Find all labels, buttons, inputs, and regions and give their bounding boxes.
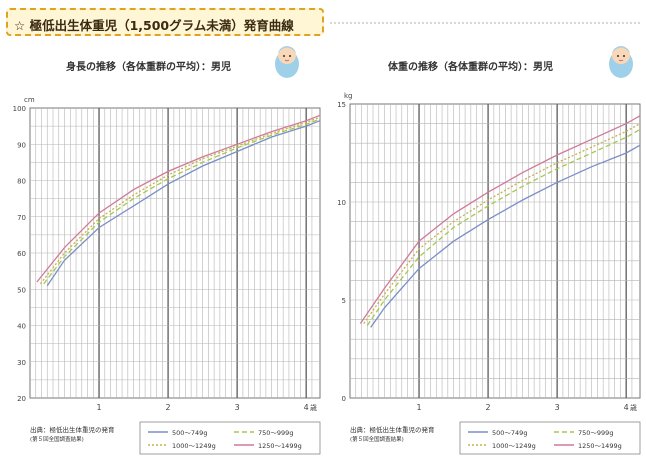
y-tick-label: 10 [337, 199, 346, 207]
y-tick-label: 15 [337, 101, 346, 109]
y-tick-label: 30 [17, 359, 26, 367]
x-tick-label: 3 [235, 403, 240, 412]
y-tick-label: 70 [17, 214, 26, 222]
chart-0: 20 30 40 50 60 70 80 90 100 1 2 3 4 cm 歳出典：極低出生体重児の発育(… [13, 96, 320, 454]
x-tick-label: 1 [97, 403, 102, 412]
x-tick-label: 2 [486, 403, 491, 412]
legend-note: 出典：極低出生体重児の発育 [350, 425, 435, 434]
x-tick-label: 1 [417, 403, 422, 412]
x-tick-label: 2 [166, 403, 171, 412]
legend-note: (第５回全国調査結果) [30, 435, 84, 443]
legend-label: 750〜999g [258, 429, 293, 437]
chart-1: 0 5 10 15 1 2 3 4 kg 歳出典：極低出生体重児の発育(第５回全国調査結果) 500… [337, 92, 640, 454]
y-tick-label: 90 [17, 141, 26, 149]
legend-label: 500〜749g [172, 429, 207, 437]
legend-label: 1000〜1249g [492, 442, 536, 450]
x-tick-label: 4 [624, 403, 629, 412]
legend-note: 出典：極低出生体重児の発育 [30, 425, 115, 434]
legend-label: 500〜749g [492, 429, 527, 437]
x-tick-label: 3 [555, 403, 560, 412]
y-tick-label: 5 [342, 297, 346, 305]
y-tick-label: 20 [17, 395, 26, 403]
legend-label: 1000〜1249g [172, 442, 216, 450]
y-tick-label: 60 [17, 250, 26, 258]
legend-label: 1250〜1499g [578, 442, 622, 450]
legend-label: 750〜999g [578, 429, 613, 437]
plot-area [350, 104, 640, 398]
y-unit-label: kg [344, 92, 353, 100]
legend-label: 1250〜1499g [258, 442, 302, 450]
y-tick-label: 80 [17, 178, 26, 186]
y-tick-label: 50 [17, 286, 26, 294]
y-tick-label: 0 [342, 395, 346, 403]
legend-note: (第５回全国調査結果) [350, 435, 404, 443]
x-unit-label: 歳 [310, 403, 317, 412]
x-unit-label: 歳 [630, 403, 637, 412]
y-tick-label: 100 [13, 105, 26, 113]
x-tick-label: 4 [304, 403, 309, 412]
y-tick-label: 40 [17, 323, 26, 331]
y-unit-label: cm [24, 96, 35, 104]
